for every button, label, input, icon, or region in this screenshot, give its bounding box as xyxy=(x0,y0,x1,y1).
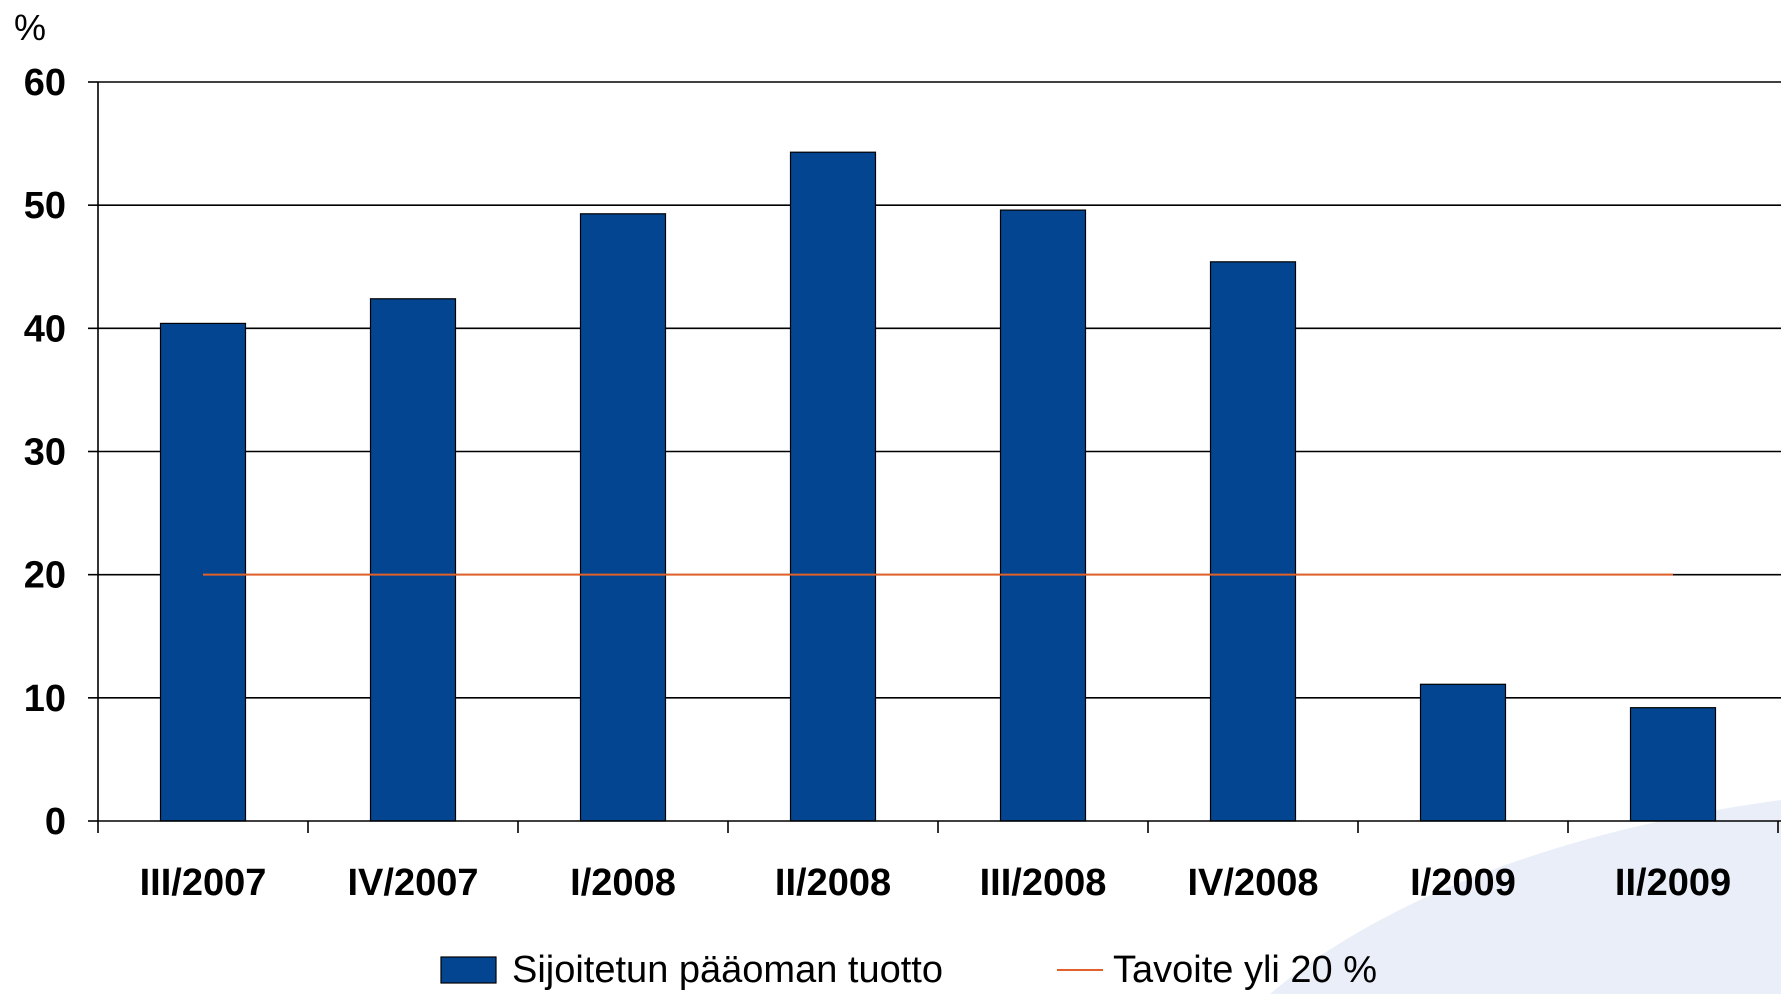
x-tick-label: III/2007 xyxy=(140,862,267,904)
bar xyxy=(1629,707,1717,822)
y-tick-label: 60 xyxy=(24,62,66,104)
y-unit-label: % xyxy=(14,7,46,48)
legend: Sijoitetun pääoman tuotto Tavoite yli 20 … xyxy=(440,949,1377,991)
y-tick-label: 10 xyxy=(24,678,66,720)
bar xyxy=(999,209,1087,822)
axes xyxy=(88,81,1781,833)
bar xyxy=(789,151,877,822)
bar xyxy=(159,322,247,822)
y-tick-label: 0 xyxy=(45,801,66,843)
bar xyxy=(1419,683,1507,822)
legend-label-line: Tavoite yli 20 % xyxy=(1113,949,1377,991)
y-tick-label: 20 xyxy=(24,555,66,597)
legend-label-bar: Sijoitetun pääoman tuotto xyxy=(512,949,943,991)
x-tick-label: III/2008 xyxy=(980,862,1107,904)
x-tick-label: IV/2007 xyxy=(348,862,479,904)
legend-swatch-bar xyxy=(440,956,497,984)
bar xyxy=(579,213,667,822)
y-tick-label: 40 xyxy=(24,308,66,350)
x-tick-label: I/2009 xyxy=(1410,862,1516,904)
y-tick-label: 30 xyxy=(24,432,66,474)
x-tick-label: IV/2008 xyxy=(1188,862,1319,904)
x-tick-label: II/2009 xyxy=(1615,862,1731,904)
bar xyxy=(369,298,457,822)
gridlines xyxy=(98,81,1781,699)
x-tick-labels: III/2007 IV/2007 I/2008 II/2008 III/2008 IV/2… xyxy=(140,862,1731,904)
bar xyxy=(1209,261,1297,822)
y-tick-labels: 0 10 20 30 40 50 60 xyxy=(24,62,66,843)
x-tick-label: I/2008 xyxy=(570,862,676,904)
bars xyxy=(159,151,1717,822)
x-tick-label: II/2008 xyxy=(775,862,891,904)
y-tick-label: 50 xyxy=(24,185,66,227)
